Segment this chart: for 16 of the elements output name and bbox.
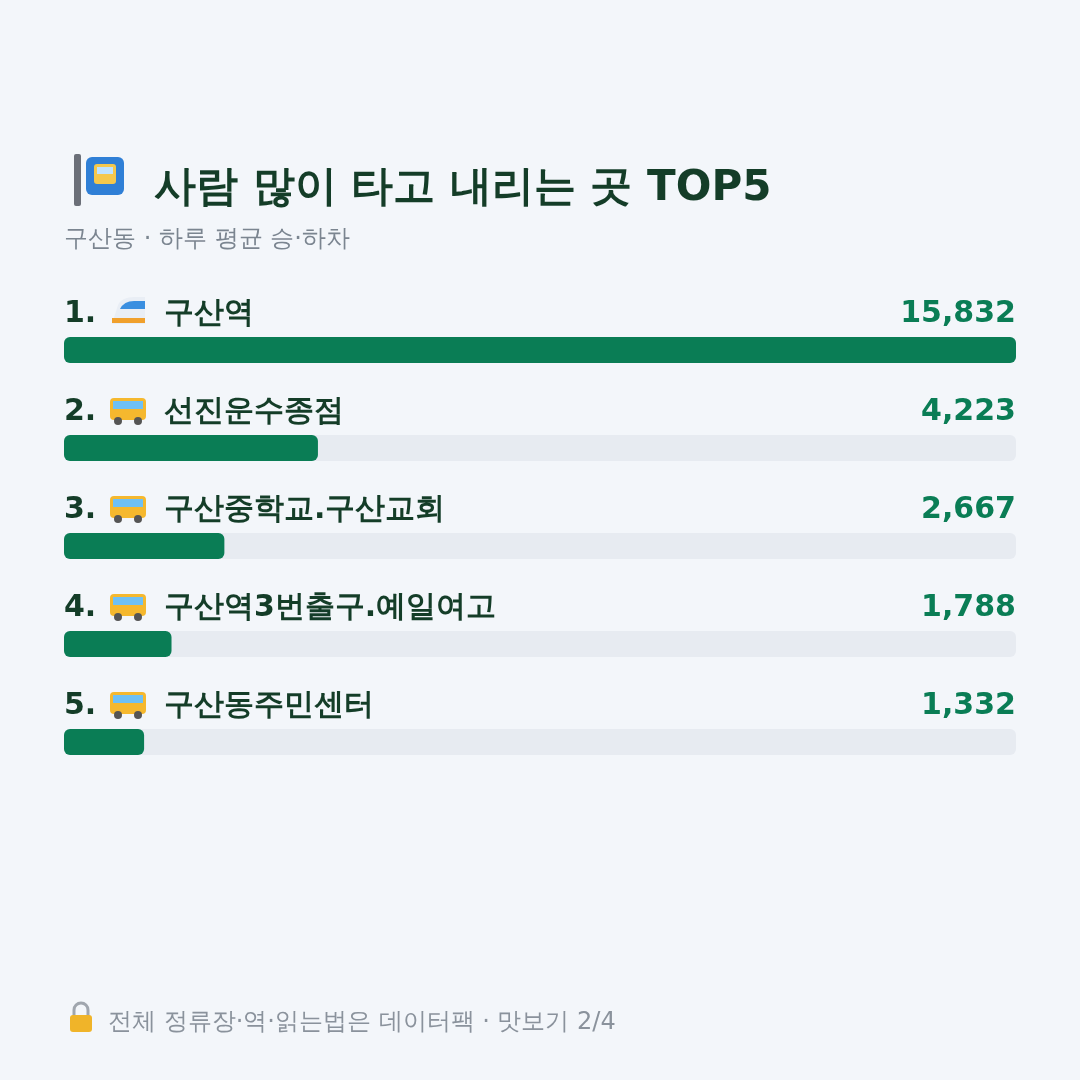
- data-label: 1,332: [921, 686, 1016, 721]
- category-label: 2. 선진운수종점: [64, 392, 344, 427]
- data-label: 1,788: [921, 588, 1016, 623]
- data-label: 2,667: [921, 490, 1016, 525]
- data-label: 4,223: [921, 392, 1016, 427]
- category-label: 3. 구산중학교.구산교회: [64, 490, 446, 525]
- chart-subtitle: 구산동 · 하루 평균 승·하차: [64, 224, 350, 252]
- data-label: 15,832: [900, 294, 1016, 329]
- category-label: 1. 구산역: [64, 294, 254, 329]
- category-label: 5. 구산동주민센터: [64, 686, 374, 721]
- bar: [64, 729, 145, 755]
- text: 전체 정류장·역·읽는법은 데이터팩 · 맛보기 2/4: [108, 1007, 616, 1035]
- chart-title: 사람 많이 타고 내리는 곳 TOP5: [154, 161, 772, 210]
- bar: [64, 631, 172, 657]
- category-label: 4. 구산역3번출구.예일여고: [64, 588, 497, 623]
- bar: [64, 533, 225, 559]
